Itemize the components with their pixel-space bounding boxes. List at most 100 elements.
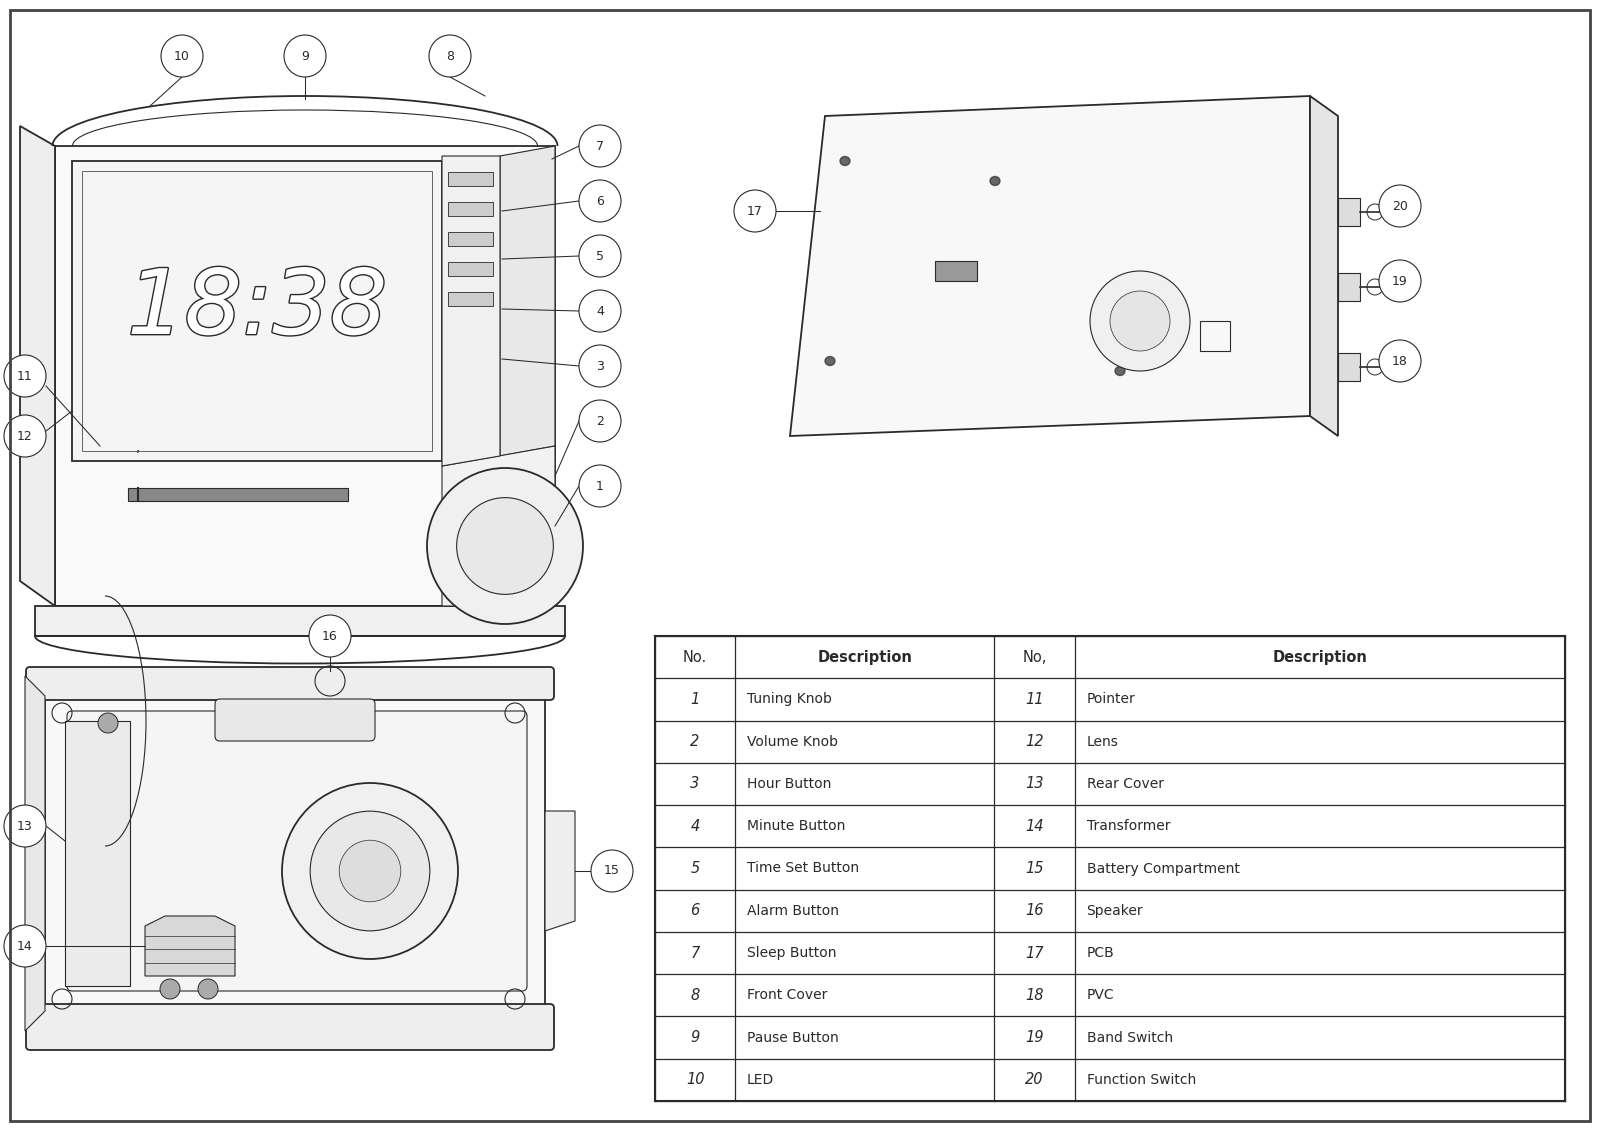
- Ellipse shape: [826, 356, 835, 365]
- Text: 12: 12: [18, 430, 34, 442]
- Circle shape: [1110, 291, 1170, 351]
- Text: 7: 7: [691, 946, 699, 960]
- Circle shape: [579, 180, 621, 222]
- Text: Battery Compartment: Battery Compartment: [1086, 862, 1240, 875]
- Text: Rear Cover: Rear Cover: [1086, 777, 1163, 791]
- FancyBboxPatch shape: [448, 262, 493, 276]
- Text: 3: 3: [597, 360, 603, 372]
- Text: 5: 5: [595, 250, 605, 262]
- Circle shape: [1379, 185, 1421, 227]
- Polygon shape: [790, 96, 1310, 435]
- FancyBboxPatch shape: [1338, 198, 1360, 226]
- Text: 8: 8: [691, 987, 699, 1003]
- Text: 1: 1: [597, 480, 603, 492]
- Text: 2: 2: [691, 734, 699, 749]
- Circle shape: [734, 190, 776, 232]
- Text: No,: No,: [1022, 649, 1046, 665]
- Circle shape: [1379, 340, 1421, 382]
- Circle shape: [427, 468, 582, 624]
- FancyBboxPatch shape: [448, 232, 493, 247]
- Text: Function Switch: Function Switch: [1086, 1073, 1195, 1087]
- Polygon shape: [546, 811, 574, 931]
- Text: 1: 1: [691, 692, 699, 707]
- Polygon shape: [35, 606, 565, 636]
- Circle shape: [3, 355, 46, 397]
- Circle shape: [285, 35, 326, 77]
- Text: 9: 9: [301, 50, 309, 62]
- Polygon shape: [499, 146, 555, 456]
- Text: 14: 14: [1026, 819, 1043, 834]
- Text: Description: Description: [1272, 649, 1366, 665]
- Circle shape: [282, 783, 458, 959]
- Text: Speaker: Speaker: [1086, 904, 1142, 917]
- Text: 19: 19: [1026, 1030, 1043, 1045]
- Circle shape: [1090, 271, 1190, 371]
- Text: 4: 4: [691, 819, 699, 834]
- Polygon shape: [54, 146, 555, 606]
- Text: 5: 5: [691, 861, 699, 877]
- Text: PCB: PCB: [1086, 946, 1114, 960]
- Circle shape: [3, 925, 46, 967]
- Text: 9: 9: [691, 1030, 699, 1045]
- Text: 8: 8: [446, 50, 454, 62]
- Ellipse shape: [840, 156, 850, 165]
- Circle shape: [579, 400, 621, 442]
- Circle shape: [579, 465, 621, 507]
- Text: 15: 15: [1026, 861, 1043, 877]
- Text: 10: 10: [686, 1072, 704, 1087]
- Text: 16: 16: [1026, 904, 1043, 918]
- Circle shape: [309, 615, 350, 657]
- Text: Hour Button: Hour Button: [747, 777, 832, 791]
- Text: 17: 17: [747, 205, 763, 217]
- FancyBboxPatch shape: [448, 202, 493, 216]
- Text: 10: 10: [174, 50, 190, 62]
- Text: 18: 18: [1392, 354, 1408, 368]
- Text: 4: 4: [597, 304, 603, 318]
- Text: 17: 17: [1026, 946, 1043, 960]
- Circle shape: [339, 840, 400, 901]
- Text: Minute Button: Minute Button: [747, 819, 845, 834]
- Polygon shape: [19, 126, 54, 606]
- Circle shape: [456, 498, 554, 595]
- Text: 14: 14: [18, 940, 34, 952]
- FancyBboxPatch shape: [128, 487, 349, 501]
- Circle shape: [162, 35, 203, 77]
- FancyBboxPatch shape: [26, 1004, 554, 1050]
- Circle shape: [579, 290, 621, 333]
- FancyBboxPatch shape: [26, 667, 554, 700]
- Text: PVC: PVC: [1086, 988, 1114, 1002]
- Text: ,: ,: [136, 440, 141, 454]
- Text: Transformer: Transformer: [1086, 819, 1170, 834]
- FancyBboxPatch shape: [1338, 273, 1360, 301]
- Circle shape: [310, 811, 430, 931]
- FancyBboxPatch shape: [67, 711, 526, 991]
- Circle shape: [590, 851, 634, 892]
- Text: Pause Button: Pause Button: [747, 1030, 838, 1045]
- Circle shape: [429, 35, 470, 77]
- Text: 20: 20: [1392, 199, 1408, 213]
- Circle shape: [579, 235, 621, 277]
- Circle shape: [579, 345, 621, 387]
- Text: 7: 7: [595, 139, 605, 153]
- Circle shape: [198, 979, 218, 999]
- Text: 15: 15: [605, 864, 619, 878]
- Circle shape: [160, 979, 179, 999]
- Polygon shape: [26, 676, 45, 1031]
- FancyBboxPatch shape: [448, 172, 493, 185]
- Polygon shape: [1310, 96, 1338, 435]
- Polygon shape: [45, 696, 546, 1011]
- Text: Band Switch: Band Switch: [1086, 1030, 1173, 1045]
- FancyBboxPatch shape: [934, 261, 978, 280]
- Polygon shape: [146, 916, 235, 976]
- Text: Front Cover: Front Cover: [747, 988, 827, 1002]
- Circle shape: [1379, 260, 1421, 302]
- Circle shape: [3, 415, 46, 457]
- Text: 20: 20: [1026, 1072, 1043, 1087]
- Text: 2: 2: [597, 414, 603, 428]
- Text: 6: 6: [597, 195, 603, 207]
- Text: 11: 11: [1026, 692, 1043, 707]
- Polygon shape: [442, 446, 555, 606]
- Text: 19: 19: [1392, 275, 1408, 287]
- Text: No.: No.: [683, 649, 707, 665]
- Circle shape: [579, 126, 621, 167]
